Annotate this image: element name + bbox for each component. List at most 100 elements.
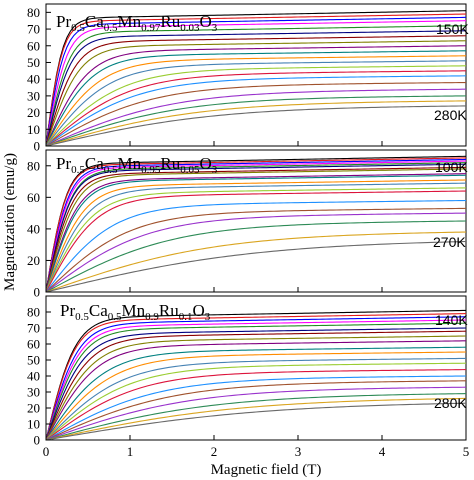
panel-2-series-16-line	[45, 207, 467, 293]
panel-3-series-5-line	[45, 322, 467, 441]
panel-2-series-20-line	[45, 240, 467, 293]
panel-2-top-temperature: 100K	[435, 159, 468, 175]
panel-2-series-14-line	[45, 190, 467, 293]
x-axis-ticks: 0 1 2 3 4 5	[43, 444, 470, 459]
panel-1-series-1-line	[45, 10, 467, 147]
panel-3-series-8-line	[45, 335, 467, 441]
x-tick-label: 5	[463, 444, 470, 459]
panel-2-series-17-line	[45, 212, 467, 293]
panel-2-y-tick-label: 0	[34, 285, 41, 300]
panel-3-series-3-line	[45, 316, 467, 441]
panel-1-series-6-line	[45, 30, 467, 147]
panel-1-series-7-line	[45, 35, 467, 147]
panel-3-series-4-line	[45, 319, 467, 441]
panel-3-series-13-line	[45, 362, 467, 441]
panel-1-series-2-line	[45, 13, 467, 147]
panel-1-y-tick-label: 70	[27, 22, 40, 37]
panel-3-series-9-line	[45, 340, 467, 441]
x-tick-label: 0	[43, 444, 50, 459]
panel-3-y-tick-label: 10	[27, 417, 40, 432]
y-axis-title: Magnetization (emu/g)	[2, 153, 18, 291]
panel-1-series-12-line	[45, 60, 467, 147]
panel-3-series-17-line	[45, 386, 467, 441]
x-tick-label: 4	[379, 444, 386, 459]
panel-2-series-2-line	[45, 157, 467, 293]
x-axis-title: Magnetic field (T)	[211, 462, 322, 478]
panel-1-series-4-line	[45, 20, 467, 147]
panel-3-top-temperature: 140K	[435, 312, 468, 328]
panel-2-y-tick-label: 20	[27, 253, 40, 268]
panel-1-series-19-line	[45, 100, 467, 147]
panel-1-series-10-line	[45, 50, 467, 147]
panel-1-frame	[45, 3, 467, 147]
panel-2-series-1-line	[45, 155, 467, 293]
panel-2-series-12-line	[45, 182, 467, 293]
panel-2-series-3-line	[45, 158, 467, 293]
panel-3-series-19-line	[45, 397, 467, 441]
panel-1-series-3-line	[45, 16, 467, 147]
panel-1-series-5-line	[45, 25, 467, 147]
panel-3-series-15-line	[45, 375, 467, 441]
panel-2-series-9-line	[45, 173, 467, 293]
panel-3-series-18-line	[45, 393, 467, 441]
panel-1-series-16-line	[45, 81, 467, 147]
panel-2-series-5-line	[45, 162, 467, 293]
panel-1-y-tick-label: 0	[34, 139, 41, 154]
panel-1-y-tick-label: 30	[27, 88, 40, 103]
panel-2-series-7-line	[45, 166, 467, 293]
panel-1-title: Pr0.5Ca0.5Mn0.97Ru0.03O3	[56, 12, 218, 34]
panel-3-y-tick-label: 20	[27, 401, 40, 416]
panel-2-title: Pr0.5Ca0.5Mn0.95Ru0.05O3	[56, 154, 218, 176]
panel-1-y-tick-label: 10	[27, 122, 40, 137]
panel-3-title: Pr0.5Ca0.5Mn0.9Ru0.1O3	[60, 301, 211, 323]
panel-1-series-14-line	[45, 70, 467, 147]
panel-3-y-tick-label: 50	[27, 353, 40, 368]
panel-1-series-17-line	[45, 88, 467, 147]
panel-1-y-tick-label: 60	[27, 38, 40, 53]
panel-3-series-10-line	[45, 346, 467, 441]
panel-1-series-11-line	[45, 55, 467, 147]
panel-3-y-tick-label: 40	[27, 369, 40, 384]
panel-2-y-tick-label: 60	[27, 190, 40, 205]
panel-1-series-9-line	[45, 45, 467, 147]
panel-2-y-tick-label: 40	[27, 221, 40, 236]
panel-3-series-1-line	[45, 309, 467, 441]
panel-2-series-15-line	[45, 199, 467, 293]
panel-1-top-temperature: 150K	[436, 21, 469, 37]
panel-3-series-12-line	[45, 357, 467, 441]
panel-2-series-8-line	[45, 168, 467, 293]
panel-3-frame	[45, 295, 467, 441]
panel-1-series-15-line	[45, 75, 467, 147]
panel-2-series-18-line	[45, 220, 467, 293]
panel-3-y-tick-label: 80	[27, 305, 40, 320]
panel-1-series-20-line	[45, 105, 467, 147]
panel-3-bottom-temperature: 280K	[434, 395, 467, 411]
panel-2-series-6-line	[45, 163, 467, 293]
panel-1-y-tick-label: 20	[27, 105, 40, 120]
panel-2-series-19-line	[45, 231, 467, 293]
panel-3-series-20-line	[45, 402, 467, 441]
panel-1-series-18-line	[45, 95, 467, 147]
panel-1-y-tick-label: 50	[27, 55, 40, 70]
panel-2-curves	[45, 155, 467, 293]
x-tick-label: 1	[127, 444, 134, 459]
panel-1-y-tick-label: 40	[27, 72, 40, 87]
panel-3-series-2-line	[45, 313, 467, 441]
panel-2-series-4-line	[45, 160, 467, 293]
panel-3-series-16-line	[45, 380, 467, 441]
panel-3-series-6-line	[45, 327, 467, 441]
panel-1-series-8-line	[45, 40, 467, 147]
panel-2-series-11-line	[45, 179, 467, 293]
panel-3-series-14-line	[45, 369, 467, 441]
panel-3-series-7-line	[45, 330, 467, 441]
panel-3-curves	[45, 309, 467, 441]
panel-3-y-tick-label: 30	[27, 385, 40, 400]
panel-2-y-ticks: 0 20 40 60 80	[27, 158, 467, 300]
panel-2-series-10-line	[45, 174, 467, 293]
panel-1-y-tick-label: 80	[27, 5, 40, 20]
